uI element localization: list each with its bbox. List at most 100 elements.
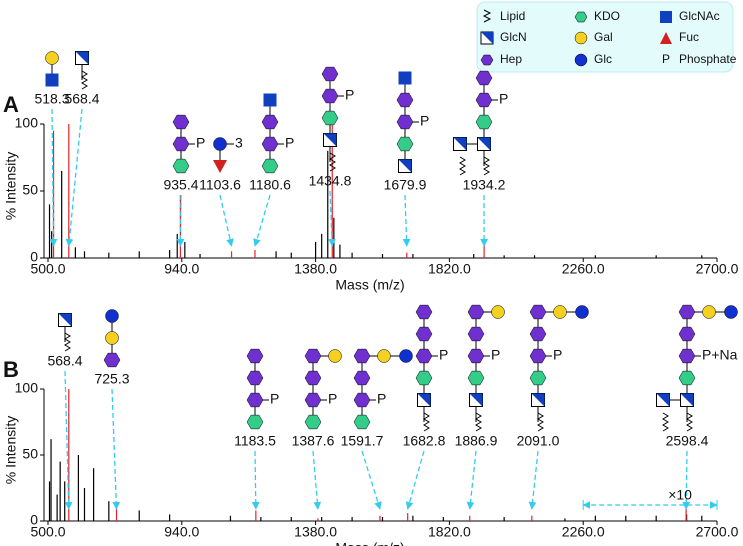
legend-label: Phosphate bbox=[679, 52, 737, 66]
legend-label: GlcNAc bbox=[679, 9, 720, 23]
glc-symbol bbox=[213, 137, 227, 151]
peak-label: 1934.2 bbox=[463, 177, 506, 193]
annotation-arrow bbox=[111, 388, 121, 510]
hep-symbol bbox=[261, 136, 279, 152]
y-tick-label: 0 bbox=[30, 249, 38, 265]
kdo-symbol bbox=[415, 370, 433, 386]
modification-label: P+Na bbox=[702, 347, 738, 363]
peak-label: 1103.6 bbox=[199, 177, 241, 193]
peak-label: 568.4 bbox=[64, 91, 99, 107]
x-tick-label: 940.0 bbox=[164, 524, 199, 540]
kdo-symbol bbox=[353, 414, 371, 430]
peak-label: 2598.4 bbox=[666, 433, 709, 449]
annotation-arrow bbox=[466, 450, 477, 510]
annotation-arrow bbox=[219, 194, 234, 247]
peak-label: 1387.6 bbox=[292, 433, 335, 449]
glcn-symbol bbox=[323, 133, 337, 147]
x-tick-label: 940.0 bbox=[164, 261, 199, 277]
modification-label: P bbox=[553, 347, 562, 363]
modification-label: P bbox=[420, 113, 429, 129]
x-tick-label: 2700.0 bbox=[696, 261, 739, 277]
gal-symbol bbox=[105, 331, 119, 345]
fuc-symbol bbox=[213, 160, 227, 173]
hep-symbol bbox=[246, 370, 264, 386]
lipid-symbol bbox=[329, 152, 336, 172]
annotation-arrow bbox=[64, 370, 73, 510]
peak-label: 1679.9 bbox=[384, 177, 427, 193]
modification-label: P bbox=[377, 391, 386, 407]
hep-symbol bbox=[396, 92, 414, 108]
x-tick-label: 1820.0 bbox=[428, 524, 471, 540]
hep-symbol bbox=[396, 114, 414, 130]
kdo-symbol bbox=[678, 370, 696, 386]
hep-symbol bbox=[415, 348, 433, 364]
kdo-symbol bbox=[261, 158, 279, 174]
peak-label: 1591.7 bbox=[341, 433, 384, 449]
y-tick-label: 0 bbox=[30, 512, 38, 528]
legend-label: GlcN bbox=[500, 30, 527, 44]
fuc-symbol bbox=[660, 32, 672, 44]
magnification-label: ×10 bbox=[668, 487, 692, 503]
peak-label: 725.3 bbox=[94, 371, 129, 387]
glcn-symbol bbox=[58, 313, 72, 327]
kdo-symbol bbox=[529, 370, 547, 386]
kdo-symbol bbox=[321, 110, 339, 126]
lipid-symbol bbox=[475, 412, 482, 432]
y-axis-title: % Intensity bbox=[3, 416, 19, 484]
annotation-arrow bbox=[402, 194, 411, 247]
glcnac-symbol bbox=[45, 73, 59, 87]
x-tick-label: 2260.0 bbox=[562, 524, 605, 540]
x-tick-label: 2700.0 bbox=[696, 524, 739, 540]
legend-label: Gal bbox=[594, 30, 613, 44]
modification-label: P bbox=[345, 87, 354, 103]
hep-symbol bbox=[261, 114, 279, 130]
modification-label: P bbox=[491, 347, 500, 363]
annotation-arrow bbox=[405, 450, 425, 510]
peak-label: 568.4 bbox=[47, 353, 82, 369]
glcn-symbol bbox=[680, 393, 694, 407]
x-axis-title: Mass (m/z) bbox=[335, 540, 404, 546]
x-tick-label: 1380.0 bbox=[294, 261, 337, 277]
x-tick-label: 1380.0 bbox=[294, 524, 337, 540]
annotation-arrow bbox=[251, 450, 260, 510]
modification-label: P bbox=[196, 135, 205, 151]
x-tick-label: 1820.0 bbox=[428, 261, 471, 277]
phosphate-symbol: P bbox=[662, 52, 670, 66]
hep-symbol bbox=[172, 114, 190, 130]
gal-symbol bbox=[328, 349, 342, 363]
annotation-arrow bbox=[176, 194, 185, 247]
x-axis-title: Mass (m/z) bbox=[335, 277, 404, 293]
panel-label: B bbox=[3, 357, 19, 382]
legend-label: Hep bbox=[500, 52, 522, 66]
y-tick-label: 50 bbox=[22, 446, 38, 462]
modification-label: P bbox=[285, 135, 294, 151]
peak-label: 1682.8 bbox=[403, 433, 446, 449]
hep-symbol bbox=[246, 348, 264, 364]
gal-symbol bbox=[574, 31, 588, 45]
legend-label: Lipid bbox=[500, 9, 525, 23]
annotation-arrow bbox=[65, 108, 83, 247]
hep-symbol bbox=[353, 348, 371, 364]
hep-symbol bbox=[415, 304, 433, 320]
gal-symbol bbox=[553, 305, 567, 319]
modification-label: P bbox=[499, 91, 508, 107]
kdo-symbol bbox=[304, 414, 322, 430]
legend-label: Glc bbox=[594, 52, 612, 66]
y-axis-title: % Intensity bbox=[3, 152, 19, 220]
glcn-symbol bbox=[531, 393, 545, 407]
y-tick-label: 50 bbox=[22, 182, 38, 198]
lipid-symbol bbox=[459, 156, 466, 176]
annotation-arrow bbox=[361, 450, 382, 510]
annotation-arrow bbox=[253, 194, 271, 247]
hep-symbol bbox=[480, 54, 494, 66]
hep-symbol bbox=[172, 136, 190, 152]
glcn-symbol bbox=[477, 137, 491, 151]
hep-symbol bbox=[304, 370, 322, 386]
hep-symbol bbox=[353, 392, 371, 408]
hep-symbol bbox=[678, 348, 696, 364]
hep-symbol bbox=[321, 66, 339, 82]
lipid-symbol bbox=[537, 412, 544, 432]
lipid-symbol bbox=[483, 156, 490, 176]
modification-label: P bbox=[270, 391, 279, 407]
